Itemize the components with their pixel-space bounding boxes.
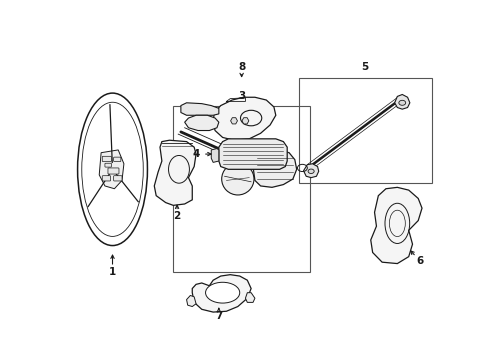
Circle shape [308, 169, 314, 174]
FancyBboxPatch shape [108, 168, 119, 174]
Text: 3: 3 [238, 91, 245, 101]
Ellipse shape [206, 282, 240, 303]
Text: 8: 8 [238, 62, 245, 72]
Polygon shape [371, 187, 422, 264]
Polygon shape [219, 139, 287, 169]
Text: 1: 1 [109, 267, 116, 277]
Polygon shape [185, 115, 219, 131]
Polygon shape [187, 296, 196, 307]
Polygon shape [231, 118, 238, 124]
Ellipse shape [221, 163, 254, 195]
Polygon shape [245, 293, 255, 302]
FancyBboxPatch shape [114, 176, 122, 181]
Circle shape [399, 100, 406, 105]
Polygon shape [394, 94, 410, 109]
Text: 6: 6 [416, 256, 424, 266]
Text: 5: 5 [362, 62, 368, 72]
Polygon shape [253, 150, 297, 187]
Text: 7: 7 [215, 311, 222, 321]
FancyBboxPatch shape [102, 156, 111, 162]
Polygon shape [303, 164, 318, 177]
Bar [173, 105, 310, 272]
Polygon shape [154, 140, 196, 205]
FancyBboxPatch shape [105, 163, 111, 167]
Polygon shape [192, 275, 251, 312]
FancyBboxPatch shape [114, 157, 121, 162]
Polygon shape [211, 149, 219, 162]
Polygon shape [99, 150, 124, 189]
FancyBboxPatch shape [102, 176, 111, 181]
Text: 2: 2 [173, 211, 181, 221]
Polygon shape [242, 118, 249, 124]
Polygon shape [181, 103, 219, 115]
Bar [298, 78, 432, 183]
Polygon shape [213, 97, 276, 140]
Text: 4: 4 [193, 149, 200, 159]
